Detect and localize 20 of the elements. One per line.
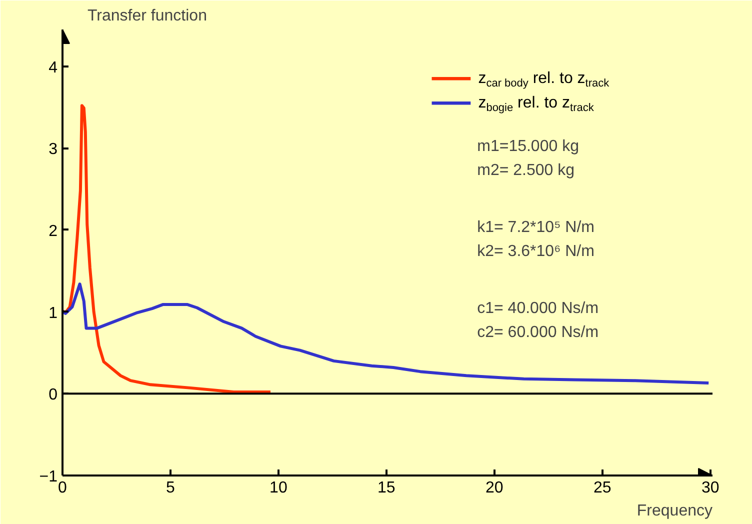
annotation: k1= 7.2*10⁵ N/m [477, 219, 594, 236]
annotation: k2= 3.6*10⁶ N/m [477, 242, 594, 260]
y-tick-label: 1 [48, 304, 58, 322]
x-tick-label: 20 [485, 480, 504, 496]
y-axis-title: Transfer function [88, 8, 207, 24]
annotation: m1=15.000 kg [477, 138, 579, 156]
annotation: c2= 60.000 Ns/m [477, 324, 599, 341]
annotation: m2= 2.500 kg [477, 162, 575, 179]
y-tick-label: 3 [48, 141, 58, 158]
y-tick-label: −1 [39, 468, 58, 486]
y-tick-label: 0 [48, 386, 58, 404]
x-tick-label: 15 [378, 480, 396, 496]
x-tick-label: 5 [166, 480, 176, 496]
y-tick-label: 4 [48, 59, 58, 76]
y-tick-label: 2 [48, 222, 58, 240]
x-tick-label: 10 [270, 480, 288, 496]
x-tick-label: 25 [593, 480, 612, 496]
annotation: c1= 40.000 Ns/m [477, 300, 599, 318]
x-axis-title: Frequency [636, 502, 712, 520]
x-tick-label: 30 [701, 480, 720, 496]
